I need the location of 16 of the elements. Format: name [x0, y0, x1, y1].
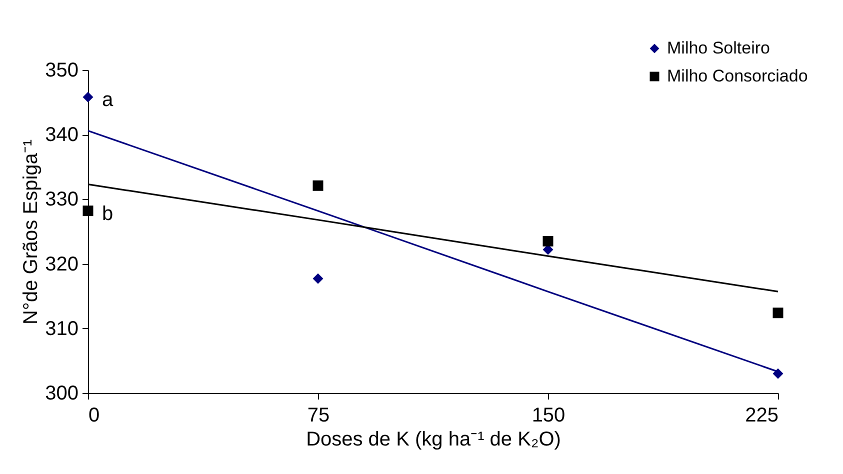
- annotation: b: [102, 202, 114, 225]
- y-tick-label: 320: [45, 253, 78, 276]
- x-tick-label: 225: [745, 404, 778, 426]
- x-tick-label: 75: [307, 404, 330, 426]
- y-tick-label: 350: [45, 60, 78, 82]
- x-tick-label: 0: [88, 404, 100, 426]
- y-tick-label: 310: [45, 318, 78, 340]
- y-tick-label: 330: [45, 188, 78, 211]
- y-tick-label: 340: [45, 124, 78, 146]
- y-tick-label: 300: [45, 382, 78, 404]
- annotation: a: [102, 89, 114, 112]
- y-axis-title: N°de Grãos Espiga⁻¹: [20, 139, 42, 325]
- legend-label: Milho Consorciado: [667, 66, 808, 86]
- x-axis-title: Doses de K (kg ha⁻¹ de K₂O): [306, 428, 561, 450]
- legend-label: Milho Solteiro: [667, 38, 770, 58]
- x-tick-label: 150: [532, 404, 566, 426]
